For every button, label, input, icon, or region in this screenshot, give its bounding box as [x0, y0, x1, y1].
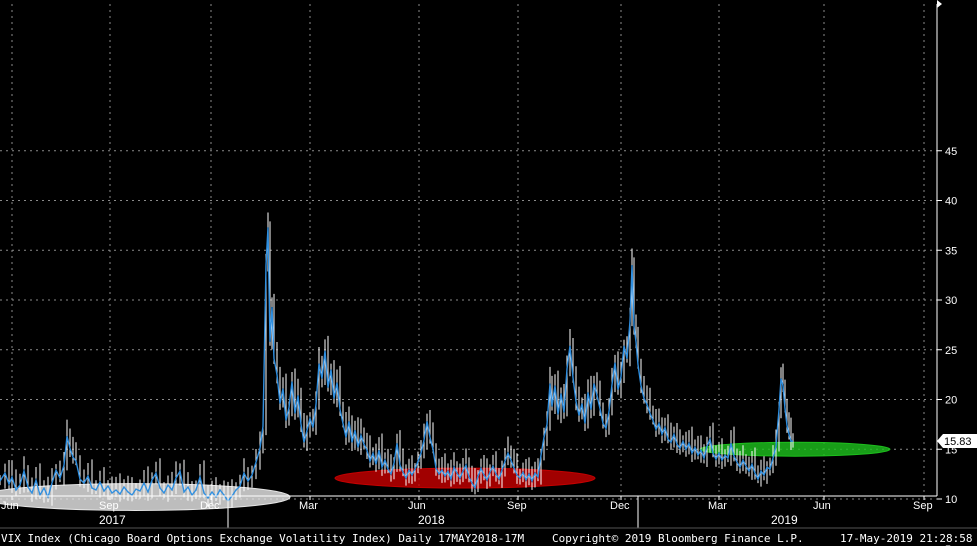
y-axis-arrow	[937, 0, 942, 8]
vix-line	[0, 227, 794, 503]
highlight-ellipses	[0, 441, 891, 511]
y-tick-label: 45	[945, 146, 957, 158]
highlight-ellipse	[699, 441, 891, 457]
highlight-ellipse	[0, 483, 291, 511]
daily-range-bars	[0, 212, 794, 510]
x-tick-label: Jun	[1, 500, 19, 512]
x-tick-label: Mar	[299, 500, 318, 512]
x-tick-label: Dec	[610, 500, 630, 512]
footer-timestamp: 17-May-2019 21:28:58	[840, 532, 972, 545]
x-tick-label: Dec	[200, 500, 220, 512]
x-tick-label: Sep	[99, 500, 119, 512]
x-tick-label: Jun	[813, 500, 831, 512]
highlight-ellipse	[334, 467, 596, 489]
y-tick-label: 40	[945, 196, 957, 208]
y-tick-label: 25	[945, 345, 957, 357]
footer-copyright: Copyright© 2019 Bloomberg Finance L.P.	[552, 532, 804, 545]
year-label: 2017	[99, 513, 126, 527]
x-tick-label: Sep	[913, 500, 933, 512]
x-tick-label: Sep	[507, 500, 527, 512]
x-tick-label: Mar	[708, 500, 727, 512]
y-tick-label: 35	[945, 245, 957, 257]
y-tick-label: 5	[945, 544, 951, 546]
footer: VIX Index (Chicago Board Options Exchang…	[0, 527, 977, 545]
y-tick-label: 20	[945, 395, 957, 407]
y-tick-label: 10	[945, 494, 957, 506]
y-tick-label: 30	[945, 295, 957, 307]
x-tick-label: Jun	[408, 500, 426, 512]
last-value-badge	[937, 433, 977, 448]
vix-series	[0, 227, 794, 503]
year-label: 2019	[771, 513, 798, 527]
last-value-label: 15.83	[944, 436, 972, 448]
grid-lines	[0, 4, 937, 500]
year-label: 2018	[418, 513, 445, 527]
footer-description: VIX Index (Chicago Board Options Exchang…	[1, 532, 525, 545]
